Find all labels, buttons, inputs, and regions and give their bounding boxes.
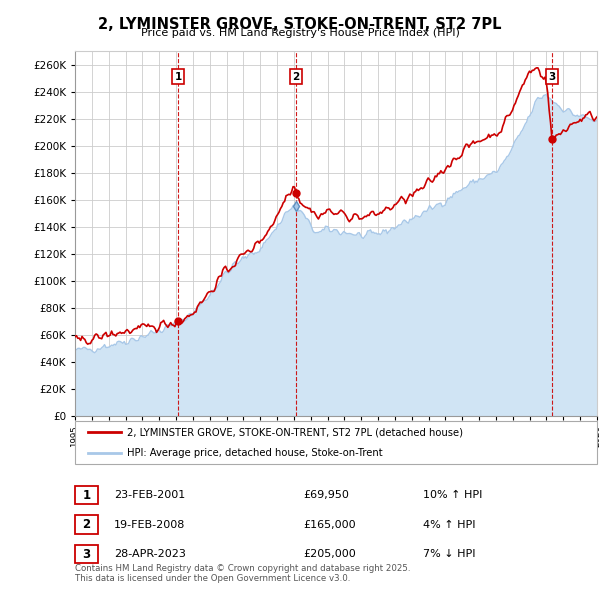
Text: 2, LYMINSTER GROVE, STOKE-ON-TRENT, ST2 7PL (detached house): 2, LYMINSTER GROVE, STOKE-ON-TRENT, ST2 … (127, 428, 463, 437)
Text: Contains HM Land Registry data © Crown copyright and database right 2025.
This d: Contains HM Land Registry data © Crown c… (75, 563, 410, 583)
Text: 10% ↑ HPI: 10% ↑ HPI (423, 490, 482, 500)
Text: 19-FEB-2008: 19-FEB-2008 (114, 520, 185, 529)
Text: HPI: Average price, detached house, Stoke-on-Trent: HPI: Average price, detached house, Stok… (127, 448, 383, 457)
Text: 1: 1 (82, 489, 91, 502)
Text: 4% ↑ HPI: 4% ↑ HPI (423, 520, 476, 529)
Text: 2, LYMINSTER GROVE, STOKE-ON-TRENT, ST2 7PL: 2, LYMINSTER GROVE, STOKE-ON-TRENT, ST2 … (98, 17, 502, 31)
Text: 28-APR-2023: 28-APR-2023 (114, 549, 186, 559)
Text: 23-FEB-2001: 23-FEB-2001 (114, 490, 185, 500)
Text: £165,000: £165,000 (303, 520, 356, 529)
Text: £69,950: £69,950 (303, 490, 349, 500)
Text: 3: 3 (548, 72, 556, 82)
Text: Price paid vs. HM Land Registry's House Price Index (HPI): Price paid vs. HM Land Registry's House … (140, 28, 460, 38)
Text: 7% ↓ HPI: 7% ↓ HPI (423, 549, 476, 559)
Text: 1: 1 (175, 72, 182, 82)
Text: 2: 2 (82, 518, 91, 531)
Text: 2: 2 (292, 72, 300, 82)
Text: £205,000: £205,000 (303, 549, 356, 559)
Text: 3: 3 (82, 548, 91, 560)
